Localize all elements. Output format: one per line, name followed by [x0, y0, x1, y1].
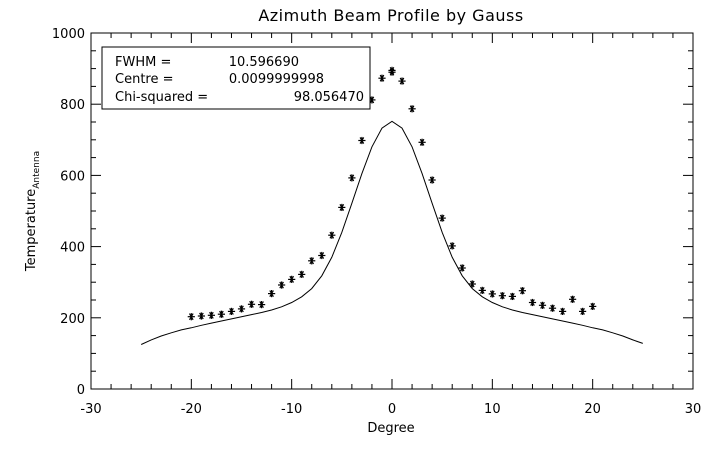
data-point [458, 264, 466, 272]
y-tick-label: 600 [60, 169, 85, 184]
data-point [538, 301, 547, 309]
y-axis-label-subscript: Antenna [32, 151, 42, 189]
data-point [358, 136, 366, 145]
data-point [438, 214, 446, 222]
data-point [378, 74, 386, 82]
data-point [197, 312, 205, 320]
data-point [468, 280, 476, 288]
x-tick-labels: -30 -20 -10 0 10 20 30 [80, 402, 701, 417]
x-tick-label: 20 [584, 402, 601, 417]
data-point [298, 270, 306, 278]
x-tick-label: 10 [484, 402, 501, 417]
chart-title: Azimuth Beam Profile by Gauss [258, 6, 523, 25]
data-point [569, 295, 577, 303]
data-point [227, 307, 236, 315]
x-tick-label: -10 [281, 402, 302, 417]
data-point [548, 304, 557, 312]
x-tick-label: 0 [388, 402, 396, 417]
y-axis-label-group: TemperatureAntenna [24, 151, 42, 272]
data-point [498, 292, 506, 300]
data-point [308, 257, 316, 265]
data-point [288, 275, 296, 283]
y-tick-label: 800 [60, 98, 85, 113]
data-point [398, 77, 406, 85]
data-point [488, 290, 496, 298]
data-point [589, 302, 597, 311]
y-tick-label: 0 [77, 383, 85, 398]
fwhm-value: 10.596690 [229, 55, 299, 70]
x-axis-label: Degree [367, 421, 414, 436]
data-point [268, 289, 276, 298]
data-point [508, 292, 516, 301]
axis-ticks [90, 32, 694, 390]
y-tick-labels: 0 200 400 600 800 1000 [52, 27, 85, 398]
data-point [217, 310, 225, 318]
y-axis-label-main: Temperature [24, 189, 39, 272]
data-point [207, 311, 215, 319]
data-point [528, 298, 537, 307]
y-tick-label: 1000 [52, 27, 85, 42]
data-point [237, 305, 246, 313]
data-point [318, 251, 326, 260]
data-point [518, 287, 526, 295]
annotation-box: FWHM = 10.596690 Centre = 0.0099999998 C… [101, 46, 371, 110]
centre-value: 0.0099999998 [229, 72, 324, 87]
data-point [278, 281, 286, 289]
data-point [348, 174, 356, 182]
data-point [559, 307, 567, 315]
data-point [247, 300, 256, 308]
chi-squared-value: 98.056470 [294, 90, 364, 105]
y-axis-label: TemperatureAntenna [24, 151, 42, 272]
data-point [418, 138, 426, 146]
annotation-box-frame [101, 46, 371, 110]
x-tick-label: -30 [80, 402, 101, 417]
y-tick-label: 400 [60, 241, 85, 256]
x-tick-label: -20 [181, 402, 202, 417]
data-point [478, 286, 486, 294]
data-point [187, 313, 195, 321]
data-point [338, 203, 346, 212]
data-point [258, 301, 266, 309]
chi-squared-label: Chi-squared = [115, 90, 208, 105]
data-point [579, 307, 587, 315]
centre-label: Centre = [115, 72, 174, 87]
data-point [388, 68, 396, 76]
x-tick-label: 30 [685, 402, 702, 417]
gaussian-fit-line [140, 120, 643, 345]
y-tick-label: 200 [60, 312, 85, 327]
data-point [328, 231, 336, 239]
data-point [448, 242, 456, 250]
data-point [428, 176, 436, 184]
data-point [408, 105, 416, 113]
fwhm-label: FWHM = [115, 55, 171, 70]
data-points [187, 66, 597, 321]
